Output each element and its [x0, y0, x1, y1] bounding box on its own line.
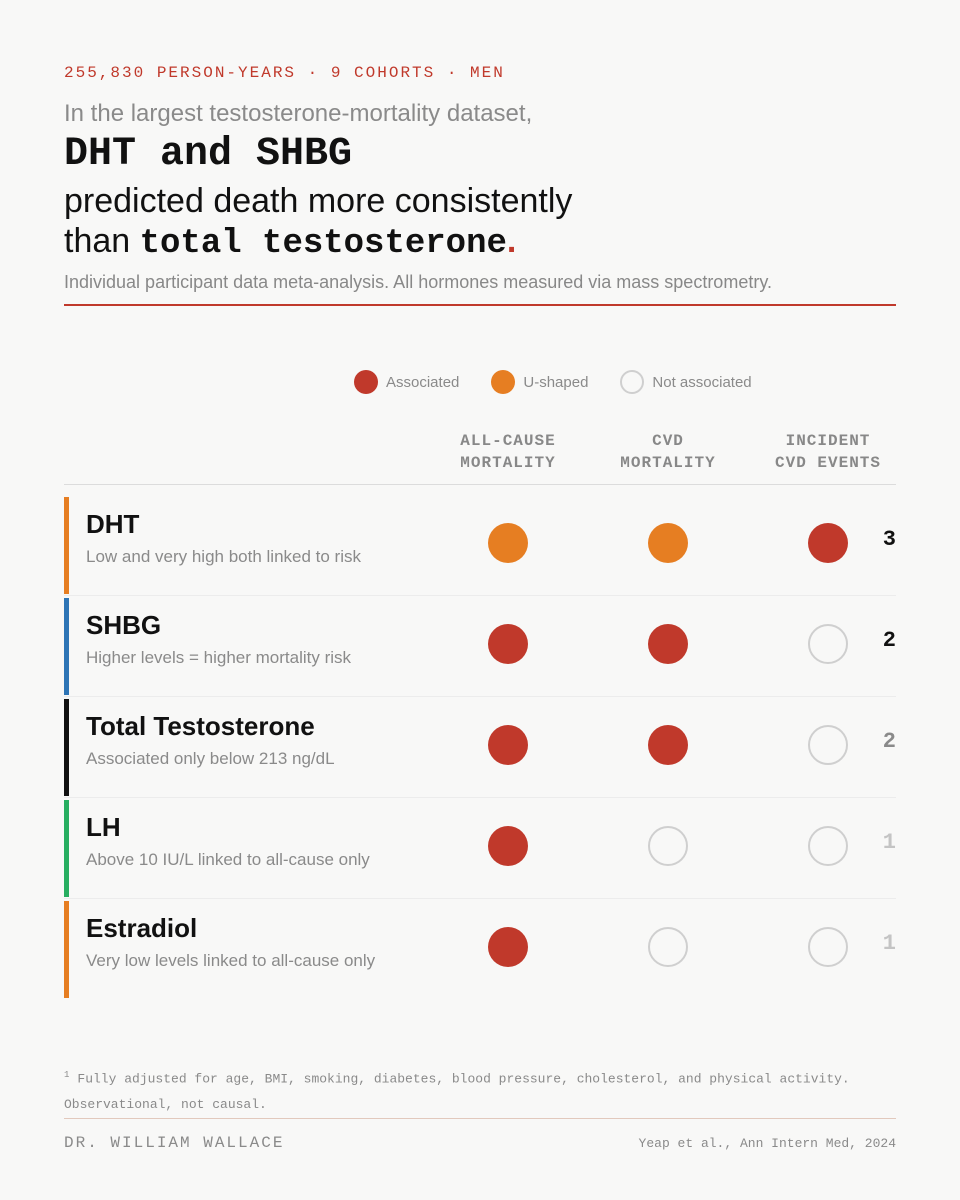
- row-divider: [64, 797, 896, 798]
- status-dot-estradiol-all-cause: [488, 927, 528, 967]
- status-dot-lh-cvd-mortality: [648, 826, 688, 866]
- hormone-name-shbg: SHBG: [86, 610, 162, 640]
- legend-not-associated-label: Not associated: [652, 373, 752, 391]
- status-dot-shbg-cvd-mortality: [648, 624, 688, 664]
- row-accent-bar: [64, 497, 69, 594]
- intro-text: In the largest testosterone-mortality da…: [64, 100, 533, 127]
- status-dot-total-testosterone-incident-cvd: [808, 725, 848, 765]
- association-count: 3: [882, 527, 896, 552]
- column-header-cvd-mortality: CVD MORTALITY: [588, 430, 748, 474]
- table-header-rule: [64, 484, 896, 485]
- row-divider: [64, 898, 896, 899]
- headline-line-2: predicted death more consistently: [64, 182, 573, 220]
- hormone-description: Associated only below 213 ng/dL: [86, 749, 335, 768]
- legend-associated-swatch: [354, 370, 378, 394]
- column-header-all-cause-mortality: ALL-CAUSE MORTALITY: [428, 430, 588, 474]
- status-dot-dht-all-cause: [488, 523, 528, 563]
- line3-emphasis: total testosterone: [139, 225, 507, 263]
- header-rule: [64, 304, 896, 306]
- legend-not-associated: Not associated: [620, 370, 752, 394]
- status-dot-dht-cvd-mortality: [648, 523, 688, 563]
- row-accent-bar: [64, 800, 69, 897]
- status-dot-total-testosterone-cvd-mortality: [648, 725, 688, 765]
- legend: Associated U-shaped Not associated: [354, 370, 784, 394]
- association-count: 2: [882, 729, 896, 754]
- hormone-description: Higher levels = higher mortality risk: [86, 648, 352, 667]
- association-count: 2: [882, 628, 896, 653]
- footnote: 1 Fully adjusted for age, BMI, smoking, d…: [64, 1062, 896, 1118]
- row-divider: [64, 595, 896, 596]
- source-citation: Yeap et al., Ann Intern Med, 2024: [638, 1136, 896, 1151]
- kicker: 255,830 PERSON-YEARS · 9 COHORTS · MEN: [64, 64, 505, 82]
- footnote-mark: 1: [64, 1070, 70, 1080]
- row-accent-bar: [64, 699, 69, 796]
- legend-associated: Associated: [354, 370, 459, 394]
- subhead: Individual participant data meta-analysi…: [64, 272, 772, 292]
- association-count: 1: [882, 830, 896, 855]
- headline-line-3: than total testosterone.: [64, 222, 516, 263]
- status-dot-total-testosterone-all-cause: [488, 725, 528, 765]
- status-dot-shbg-incident-cvd: [808, 624, 848, 664]
- hormone-description: Above 10 IU/L linked to all-cause only: [86, 850, 370, 869]
- status-dot-estradiol-incident-cvd: [808, 927, 848, 967]
- footer-rule: [64, 1118, 896, 1119]
- hormone-name-lh: LH: [86, 812, 121, 842]
- column-header-line: MORTALITY: [620, 454, 716, 472]
- legend-u-shaped-label: U-shaped: [523, 373, 589, 391]
- column-header-line: CVD EVENTS: [774, 454, 881, 472]
- status-dot-estradiol-cvd-mortality: [648, 927, 688, 967]
- status-dot-lh-incident-cvd: [808, 826, 848, 866]
- table-row: Total Testosterone Associated only below …: [64, 697, 896, 798]
- line3-period: .: [506, 222, 517, 260]
- hormone-description: Low and very high both linked to risk: [86, 547, 361, 566]
- hormone-description: Very low levels linked to all-cause only: [86, 951, 376, 970]
- status-dot-shbg-all-cause: [488, 624, 528, 664]
- column-header-line: CVD: [652, 432, 684, 450]
- column-header-incident-cvd-events: INCIDENT CVD EVENTS: [748, 430, 908, 474]
- footnote-text: Fully adjusted for age, BMI, smoking, di…: [64, 1071, 850, 1113]
- table-row: SHBG Higher levels = higher mortality ris…: [64, 596, 896, 697]
- table-row: Estradiol Very low levels linked to all-c…: [64, 899, 896, 1000]
- hormone-name-estradiol: Estradiol: [86, 913, 198, 943]
- status-dot-dht-incident-cvd: [808, 523, 848, 563]
- table-row: LH Above 10 IU/L linked to all-cause only…: [64, 798, 896, 899]
- row-accent-bar: [64, 901, 69, 998]
- status-dot-lh-all-cause: [488, 826, 528, 866]
- legend-u-shaped: U-shaped: [491, 370, 588, 394]
- hormone-name-total-testosterone: Total Testosterone: [86, 711, 315, 741]
- line3-prefix: than: [64, 222, 140, 260]
- author: DR. WILLIAM WALLACE: [64, 1134, 285, 1152]
- row-accent-bar: [64, 598, 69, 695]
- table-row: DHT Low and very high both linked to risk…: [64, 495, 896, 596]
- hormone-name-dht: DHT: [86, 509, 140, 539]
- column-header-line: MORTALITY: [460, 454, 556, 472]
- legend-not-associated-swatch: [620, 370, 645, 394]
- column-header-line: INCIDENT: [785, 432, 871, 450]
- legend-associated-label: Associated: [386, 373, 460, 391]
- legend-u-shaped-swatch: [491, 370, 516, 394]
- row-divider: [64, 696, 896, 697]
- column-header-line: ALL-CAUSE: [460, 432, 556, 450]
- headline: DHT and SHBG: [64, 132, 353, 177]
- association-count: 1: [882, 931, 896, 956]
